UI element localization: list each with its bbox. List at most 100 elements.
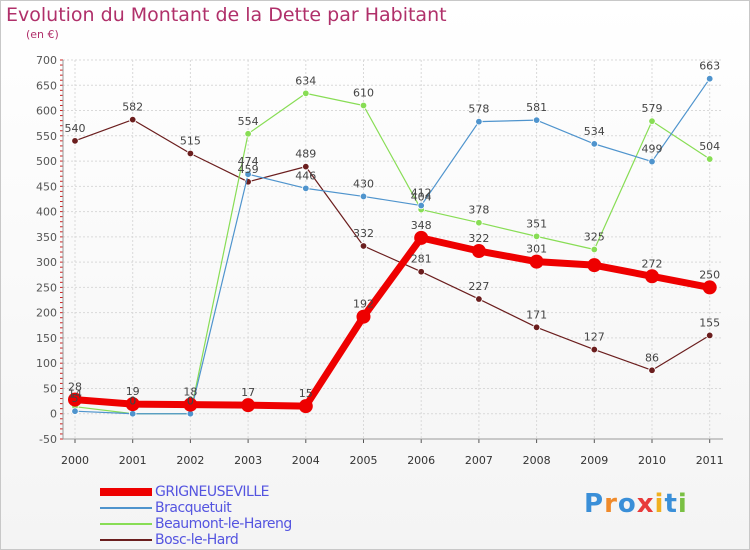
data-point — [702, 280, 717, 295]
data-label: 86 — [645, 351, 659, 364]
legend-label: Bosc-le-Hard — [155, 532, 239, 548]
data-label: 14 — [68, 388, 82, 401]
data-point — [417, 201, 425, 210]
data-label: 325 — [584, 231, 605, 244]
data-point — [241, 398, 256, 413]
data-label: 0 — [129, 395, 136, 408]
data-point — [590, 140, 598, 148]
x-tick-label: 2005 — [350, 454, 378, 467]
legend-label: GRIGNEUSEVILLE — [155, 484, 270, 500]
y-tick-label: 650 — [36, 79, 57, 92]
logo-letter: P — [584, 489, 605, 519]
legend-label: Bracquetuit — [155, 500, 232, 516]
data-label: 322 — [468, 232, 489, 245]
data-label: 582 — [122, 101, 143, 114]
proxiti-logo: Proxiti — [584, 489, 688, 519]
data-label: 171 — [526, 308, 547, 321]
legend-swatch — [100, 507, 152, 509]
x-tick-label: 2000 — [61, 454, 89, 467]
data-point — [475, 295, 483, 303]
x-tick-label: 2006 — [407, 454, 435, 467]
data-label: 430 — [353, 177, 374, 190]
series-line-bosc-le-hard — [74, 119, 711, 371]
data-label: 474 — [238, 155, 259, 168]
x-tick-label: 2010 — [638, 454, 666, 467]
data-point — [648, 157, 656, 166]
data-label: 0 — [129, 395, 136, 408]
data-point — [471, 244, 486, 259]
data-label: 504 — [699, 140, 720, 153]
data-label: 412 — [411, 187, 432, 200]
data-point — [529, 254, 544, 269]
data-point — [532, 323, 541, 332]
data-point — [648, 117, 656, 125]
data-label: 272 — [642, 257, 663, 270]
legend-label: Beaumont-le-Hareng — [155, 516, 292, 532]
x-tick-label: 2003 — [234, 454, 262, 467]
data-point — [302, 89, 310, 98]
legend-swatch — [100, 539, 152, 541]
data-point — [648, 366, 656, 374]
data-point — [244, 130, 252, 138]
logo-letter: x — [636, 489, 655, 519]
logo-letter: o — [617, 489, 637, 519]
data-label: 127 — [584, 331, 605, 344]
data-point — [475, 219, 483, 227]
data-label: 663 — [699, 60, 720, 73]
data-point — [590, 345, 598, 354]
x-tick-label: 2008 — [523, 454, 551, 467]
logo-letter: r — [604, 489, 618, 519]
data-point — [532, 232, 541, 241]
data-point — [125, 397, 140, 412]
data-point — [298, 399, 313, 414]
data-label: 281 — [411, 253, 432, 266]
data-label: 579 — [642, 102, 663, 115]
x-tick-label: 2002 — [176, 454, 204, 467]
data-label: 0 — [187, 395, 194, 408]
data-label: 0 — [187, 395, 194, 408]
grid-layer — [63, 59, 723, 440]
data-label: 534 — [584, 125, 605, 138]
logo-letter: t — [664, 489, 678, 519]
data-point — [587, 258, 602, 273]
data-label-layer: 28 19 18 17 15 192 348 322 301 272 250 5 0 0 474 446 430… — [65, 60, 721, 408]
logo-letter: i — [654, 489, 665, 519]
data-label: 301 — [526, 243, 547, 256]
data-label: 155 — [699, 316, 720, 329]
data-point — [359, 192, 368, 201]
data-point — [475, 117, 483, 126]
data-point — [706, 331, 714, 340]
y-tick-label: 500 — [36, 155, 57, 168]
data-label: 250 — [699, 268, 720, 281]
y-tick-label: 700 — [36, 54, 57, 67]
y-tick-label: 350 — [36, 231, 57, 244]
data-label: 540 — [65, 122, 86, 135]
data-point — [128, 115, 137, 124]
series-layer — [68, 74, 717, 418]
x-tick-label: 2011 — [696, 454, 724, 467]
chart-subtitle: (en €) — [26, 28, 59, 41]
data-point — [706, 74, 714, 83]
logo-letter: i — [677, 489, 688, 519]
data-point — [414, 230, 429, 245]
legend-swatch — [100, 488, 152, 496]
y-tick-label: 200 — [36, 307, 57, 320]
y-tick-label: 0 — [50, 408, 57, 421]
axis-layer: -500501001502002503003504004505005506006… — [36, 54, 724, 467]
data-label: 227 — [468, 280, 489, 293]
data-label: 378 — [468, 204, 489, 217]
x-tick-label: 2001 — [119, 454, 147, 467]
y-tick-label: 50 — [43, 382, 57, 395]
data-label: 28 — [68, 381, 82, 394]
y-tick-label: 300 — [36, 256, 57, 269]
data-label: 581 — [526, 101, 547, 114]
y-tick-label: 600 — [36, 105, 57, 118]
data-label: 332 — [353, 227, 374, 240]
y-tick-label: -50 — [39, 433, 57, 446]
data-point — [71, 407, 79, 415]
series-line-bracquetuit — [74, 78, 711, 415]
data-point — [590, 245, 598, 254]
data-label: 5 — [72, 392, 79, 405]
data-point — [244, 170, 252, 178]
